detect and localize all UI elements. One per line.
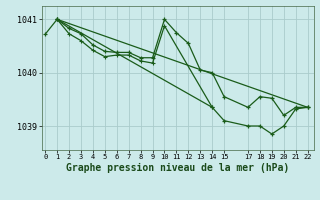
X-axis label: Graphe pression niveau de la mer (hPa): Graphe pression niveau de la mer (hPa) <box>66 163 289 173</box>
